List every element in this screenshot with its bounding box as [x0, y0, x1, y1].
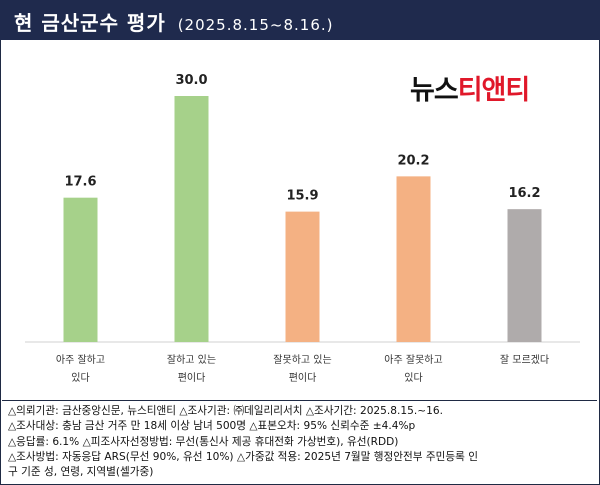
category-label-1-line-2: 있다 — [71, 372, 89, 384]
value-label-5: 16.2 — [508, 186, 540, 201]
logo-text-black: 뉴스 — [410, 75, 459, 106]
category-label-1-line-1: 아주 잘하고 — [56, 353, 105, 366]
value-label-1: 17.6 — [64, 175, 96, 190]
chart-title: 현 금산군수 평가 (2025.8.15~8.16.) — [14, 7, 333, 36]
bar-3 — [285, 211, 320, 342]
bar-2 — [174, 96, 209, 342]
category-label-5-line-1: 잘 모르겠다 — [500, 354, 549, 366]
value-label-4: 20.2 — [397, 153, 429, 168]
news-logo: 뉴스티앤티 — [410, 68, 531, 107]
value-label-3: 15.9 — [286, 189, 318, 204]
bar-1 — [63, 197, 98, 342]
survey-footnote: △의뢰기관: 금산중앙신문, 뉴스티앤티 △조사기관: ㈜데일리리서치 △조사기… — [2, 400, 597, 481]
footnote-line-1: △의뢰기관: 금산중앙신문, 뉴스티앤티 △조사기관: ㈜데일리리서치 △조사기… — [8, 405, 443, 417]
category-label-2-line-2: 편이다 — [178, 372, 206, 384]
footnote-line-5: 구 기준 성, 연령, 지역별(셀가중) — [8, 466, 154, 479]
footnote-line-2: △조사대상: 충남 금산 거주 만 18세 이상 남녀 500명 △표본오차: … — [8, 420, 416, 433]
category-label-3-line-1: 잘못하고 있는 — [273, 353, 331, 366]
chart-title-text: 현 금산군수 평가 — [14, 11, 166, 35]
category-label-3-line-2: 편이다 — [289, 372, 317, 384]
footnote-line-3: △응답률: 6.1% △피조사자선정방법: 무선(통신사 제공 휴대전화 가상번… — [8, 435, 399, 448]
bar-5 — [507, 209, 542, 342]
logo-text-red: 티앤티 — [457, 75, 531, 106]
bar-4 — [396, 176, 431, 342]
survey-date: (2025.8.15~8.16.) — [177, 16, 334, 34]
footnote-line-4: △조사방법: 자동응답 ARS(무선 90%, 유선 10%) △가중값 적용:… — [8, 450, 478, 463]
value-label-2: 30.0 — [175, 73, 207, 88]
category-label-4-line-2: 있다 — [404, 372, 422, 384]
category-label-2-line-1: 잘하고 있는 — [167, 353, 216, 366]
category-label-4-line-1: 아주 잘못하고 — [384, 353, 442, 366]
header-bar: 현 금산군수 평가 (2025.8.15~8.16.) — [0, 0, 600, 40]
